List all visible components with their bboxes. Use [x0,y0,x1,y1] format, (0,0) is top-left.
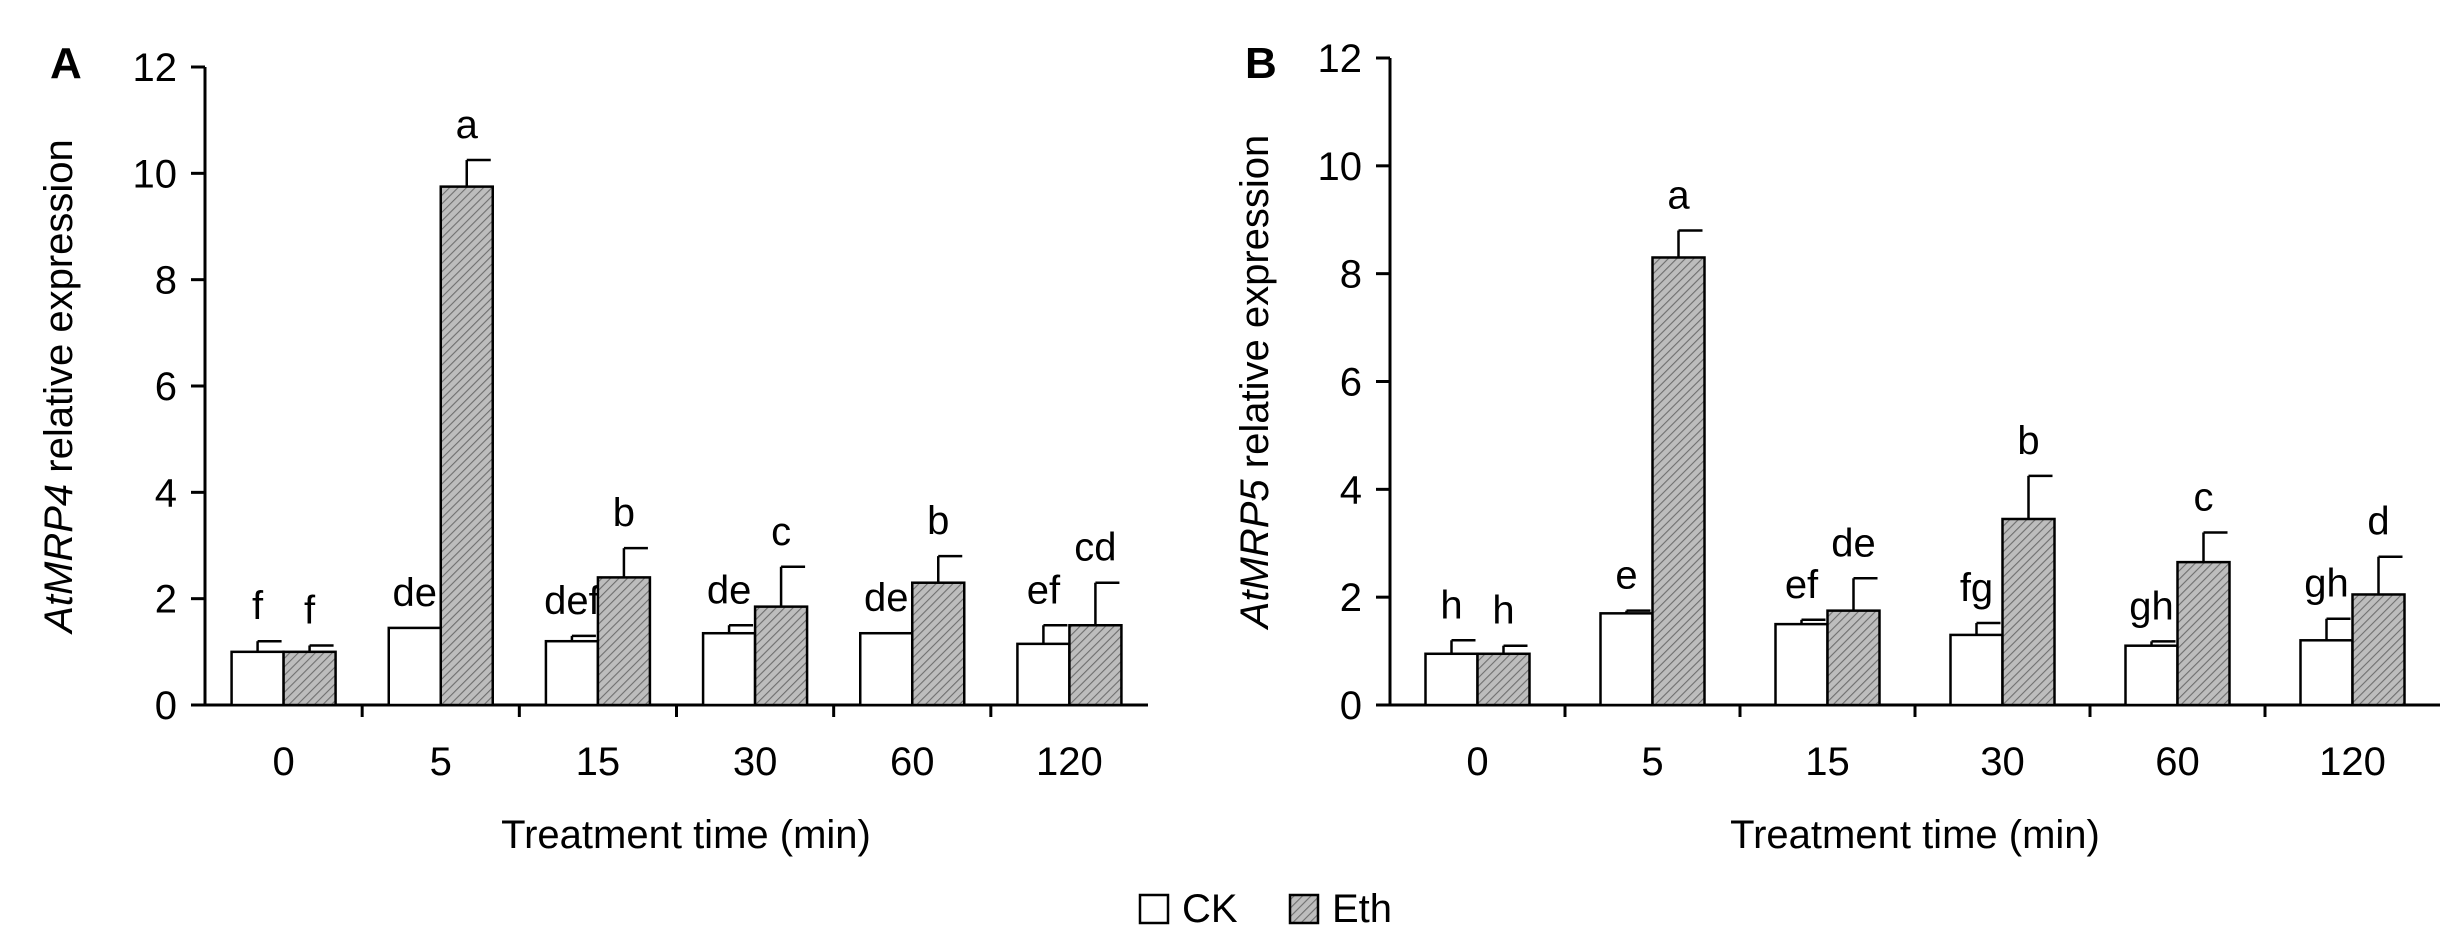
y-tick-label: 0 [1340,684,1362,728]
x-tick-label: 120 [1036,740,1103,784]
y-tick-label: 6 [155,365,177,409]
bar-eth [2001,517,2056,707]
y-axis-title: AtMRP4 relative expression [37,139,81,635]
bar-ck [2299,639,2354,707]
y-tick-label: 8 [1340,253,1362,297]
y-tick-label: 4 [155,471,177,515]
chart-panels: A 0 2 4 6 8 10 12 AtMRP4 relative expression Trea… [37,37,2440,857]
bar-eth [1651,256,1706,707]
significance-letter: b [927,499,949,543]
significance-letter: de [393,571,438,615]
bar-eth [1476,652,1531,707]
x-axis-title: Treatment time (min) [1730,813,2100,857]
bar-ck [1774,622,1829,707]
significance-letter: h [1492,589,1514,633]
bar-ck [2124,644,2179,707]
y-axis-title-gene: AtMRP4 [37,484,81,635]
significance-letter: ef [1027,568,1061,612]
significance-letter: b [2017,419,2039,463]
chart-legend: CK Eth [1138,887,1392,931]
y-tick-label: 6 [1340,361,1362,405]
x-tick-label: 15 [576,740,621,784]
bar-eth [1068,624,1123,707]
legend-label-eth: Eth [1332,887,1392,931]
panel-b: B 0 2 4 6 8 10 12 AtMRP5 relative expression Trea… [1233,37,2440,857]
y-tick-label: 12 [133,46,178,90]
significance-letter: ef [1785,563,1819,607]
x-tick-label: 30 [733,740,778,784]
bar-eth [439,185,494,707]
bar-eth [282,650,337,707]
bar-ck [701,631,757,707]
panel-label: A [50,39,82,88]
x-axis-title: Treatment time (min) [501,813,871,857]
x-tick-label: 0 [272,740,294,784]
y-axis-title-gene: AtMRP5 [1233,479,1277,631]
y-tick-label: 4 [1340,468,1362,512]
significance-letter: de [1831,521,1876,565]
significance-letter: c [2194,475,2214,519]
significance-letter: def [544,579,600,623]
significance-letter: e [1615,554,1637,598]
significance-letter: gh [2304,562,2349,606]
significance-letter: a [456,103,479,147]
bar-ck [859,631,914,707]
significance-letter: gh [2129,584,2174,628]
significance-letter: c [771,510,791,554]
bar-ck [1949,633,2004,707]
significance-letter: a [1667,174,1690,218]
significance-letter: fg [1960,566,1993,610]
bar-eth [911,581,966,707]
bar-ck [387,626,442,707]
bar-eth [1826,609,1881,707]
panel-a: A 0 2 4 6 8 10 12 AtMRP4 relative expression Trea… [37,39,1148,857]
x-tick-label: 60 [2155,740,2200,784]
bar-ck [1016,642,1071,707]
x-tick-label: 0 [1466,740,1488,784]
significance-letter: f [304,588,316,632]
panel-label: B [1245,39,1277,88]
y-tick-label: 8 [155,259,177,303]
y-tick-label: 2 [155,578,177,622]
y-axis-title: AtMRP5 relative expression [1233,135,1277,631]
bar-eth [2351,593,2406,707]
x-tick-label: 60 [890,740,935,784]
y-axis-title-rest: relative expression [1233,135,1277,480]
significance-letter: cd [1074,526,1116,570]
legend-label-ck: CK [1182,887,1238,931]
y-tick-label: 10 [1318,145,1363,189]
y-tick-label: 12 [1318,37,1363,81]
significance-letter: de [707,568,752,612]
x-tick-label: 5 [1641,740,1663,784]
significance-letter: b [613,491,635,535]
bar-ck [1599,612,1654,707]
significance-letter: d [2367,500,2389,544]
y-tick-label: 0 [155,684,177,728]
legend-swatch-eth [1288,893,1320,925]
significance-letter: h [1440,583,1462,627]
x-tick-label: 30 [1980,740,2025,784]
legend-swatch-ck [1138,893,1170,925]
bar-eth [2176,560,2231,707]
bar-eth [596,576,652,707]
y-tick-label: 2 [1340,576,1362,620]
y-axis-title-rest: relative expression [37,139,81,484]
y-tick-label: 10 [133,152,178,196]
bar-ck [544,639,600,707]
x-tick-label: 5 [430,740,452,784]
x-tick-label: 120 [2319,740,2386,784]
bar-eth [753,605,809,707]
x-tick-label: 15 [1805,740,1850,784]
bar-ck [1424,652,1479,707]
bar-ck [230,650,285,707]
significance-letter: de [864,576,909,620]
significance-letter: f [252,584,264,628]
